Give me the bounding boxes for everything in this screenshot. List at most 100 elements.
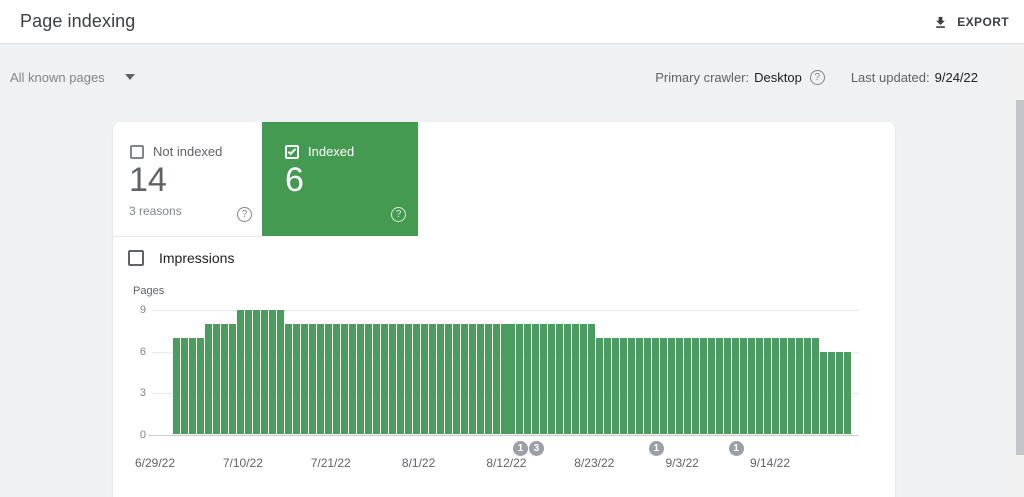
chart-bar[interactable] <box>516 323 524 434</box>
chart-bar[interactable] <box>620 337 628 434</box>
chart-bar[interactable] <box>580 323 588 434</box>
chart-bar[interactable] <box>260 310 268 434</box>
chart-bar[interactable] <box>324 323 332 434</box>
chart-bar[interactable] <box>708 337 716 434</box>
chart-bar[interactable] <box>780 337 788 434</box>
chart-bar[interactable] <box>756 337 764 434</box>
chart-bar[interactable] <box>188 337 196 434</box>
chart-bar[interactable] <box>316 323 324 434</box>
indexed-card[interactable]: Indexed 6 ? <box>262 122 418 236</box>
chart-bar[interactable] <box>436 323 444 434</box>
chart-bar[interactable] <box>804 337 812 434</box>
chart-bar[interactable] <box>612 337 620 434</box>
chart-bar[interactable] <box>308 323 316 434</box>
chart-bar[interactable] <box>444 323 452 434</box>
chart-bar[interactable] <box>772 337 780 434</box>
chart-bar[interactable] <box>748 337 756 434</box>
chart-bar[interactable] <box>604 337 612 434</box>
chart-bar[interactable] <box>284 323 292 434</box>
chart-bar[interactable] <box>668 337 676 434</box>
chart-bar[interactable] <box>660 337 668 434</box>
chart-bar[interactable] <box>644 337 652 434</box>
chart-bar[interactable] <box>572 323 580 434</box>
chart-bar[interactable] <box>252 310 260 434</box>
chart-bar[interactable] <box>212 323 220 434</box>
chart-bar[interactable] <box>843 351 851 434</box>
chart-bar[interactable] <box>732 337 740 434</box>
chart-bar[interactable] <box>796 337 804 434</box>
chart-bar[interactable] <box>196 337 204 434</box>
scrollbar-track[interactable] <box>1016 45 1024 497</box>
chart-bar[interactable] <box>204 323 212 434</box>
chart-bar[interactable] <box>716 337 724 434</box>
chart-bar[interactable] <box>812 337 820 434</box>
chart-bar[interactable] <box>228 323 236 434</box>
chart-bar[interactable] <box>628 337 636 434</box>
chart-bar[interactable] <box>500 323 508 434</box>
chart-bar[interactable] <box>460 323 468 434</box>
chart-bar[interactable] <box>820 351 828 434</box>
indexed-checkbox[interactable] <box>285 144 299 159</box>
chart-event-marker[interactable]: 1 <box>728 441 744 456</box>
chart-bar[interactable] <box>540 323 548 434</box>
chart-bar[interactable] <box>412 323 420 434</box>
chart-event-marker[interactable]: 1 <box>648 441 664 456</box>
chart-bar[interactable] <box>564 323 572 434</box>
chart-bar[interactable] <box>364 323 372 434</box>
chart-bar[interactable] <box>180 337 188 434</box>
help-icon[interactable]: ? <box>237 207 252 222</box>
chart-bar[interactable] <box>548 323 556 434</box>
export-button[interactable]: EXPORT <box>933 0 1009 44</box>
chart-bar[interactable] <box>388 323 396 434</box>
not-indexed-checkbox[interactable] <box>130 144 144 159</box>
chart-bar[interactable] <box>276 310 284 434</box>
chart-event-marker[interactable]: 3 <box>528 441 544 456</box>
chart-bar[interactable] <box>684 337 692 434</box>
chart-bar[interactable] <box>700 337 708 434</box>
chart-bar[interactable] <box>340 323 348 434</box>
help-icon[interactable]: ? <box>809 69 825 85</box>
help-icon[interactable]: ? <box>391 207 406 222</box>
chart-bar[interactable] <box>764 337 772 434</box>
chart-bar[interactable] <box>692 337 700 434</box>
chart-bar[interactable] <box>524 323 532 434</box>
not-indexed-card[interactable]: Not indexed 14 3 reasons ? <box>113 122 262 236</box>
chart-bar[interactable] <box>476 323 484 434</box>
chart-bar[interactable] <box>428 323 436 434</box>
chart-event-marker[interactable]: 1 <box>512 441 528 456</box>
chart-bar[interactable] <box>596 337 604 434</box>
chart-bar[interactable] <box>676 337 684 434</box>
chart-bar[interactable] <box>636 337 644 434</box>
chart-bar[interactable] <box>452 323 460 434</box>
chart-bar[interactable] <box>300 323 308 434</box>
impressions-checkbox[interactable] <box>128 250 144 266</box>
chart-bar[interactable] <box>828 351 836 434</box>
chart-bar[interactable] <box>740 337 748 434</box>
page-filter-dropdown[interactable]: All known pages <box>10 70 135 85</box>
chart-bar[interactable] <box>396 323 404 434</box>
chart-bar[interactable] <box>420 323 428 434</box>
chart-bar[interactable] <box>404 323 412 434</box>
chart-bar[interactable] <box>380 323 388 434</box>
chart-bar[interactable] <box>236 310 244 434</box>
chart-bar[interactable] <box>173 337 180 434</box>
chart-bar[interactable] <box>356 323 364 434</box>
chart-bar[interactable] <box>484 323 492 434</box>
chart-bar[interactable] <box>268 310 276 434</box>
scrollbar-thumb[interactable] <box>1016 100 1024 455</box>
chart-bar[interactable] <box>220 323 228 434</box>
chart-bar[interactable] <box>468 323 476 434</box>
chart-bar[interactable] <box>348 323 356 434</box>
chart-bar[interactable] <box>532 323 540 434</box>
chart-bar[interactable] <box>244 310 252 434</box>
chart-bar[interactable] <box>652 337 660 434</box>
chart-bar[interactable] <box>508 323 516 434</box>
chart-bar[interactable] <box>588 323 596 434</box>
chart-bar[interactable] <box>724 337 732 434</box>
chart-bar[interactable] <box>836 351 843 434</box>
chart-bar[interactable] <box>556 323 564 434</box>
chart-bar[interactable] <box>492 323 500 434</box>
chart-bar[interactable] <box>292 323 300 434</box>
chart-bar[interactable] <box>788 337 796 434</box>
chart-bar[interactable] <box>372 323 380 434</box>
